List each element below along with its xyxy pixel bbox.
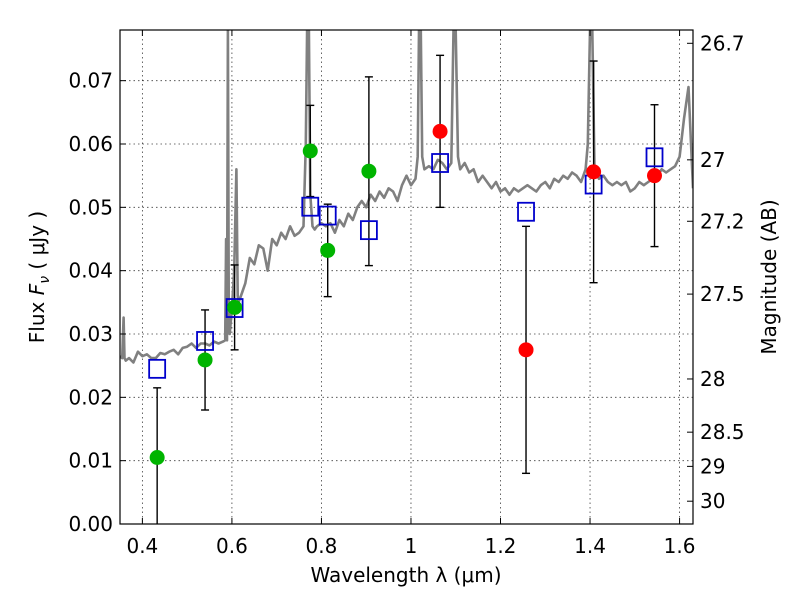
red-point-0	[432, 123, 448, 139]
model-square-0	[148, 358, 167, 379]
green-point-3	[302, 143, 318, 159]
y2-tick-label: 29	[700, 454, 725, 478]
model-square-3	[301, 196, 320, 217]
x-tick-label: 1	[405, 534, 418, 558]
x-tick-label: 1.6	[664, 534, 696, 558]
plot-frame	[119, 29, 694, 525]
y-tick-label: 0.06	[68, 132, 113, 156]
model-square-4	[318, 205, 337, 226]
y2-tick-label: 30	[700, 489, 725, 513]
x-axis-title: Wavelength λ (μm)	[310, 563, 501, 587]
red-point-3	[647, 168, 663, 184]
y2-tick-label: 28	[700, 367, 725, 391]
y-tick-label: 0.00	[68, 512, 113, 536]
x-tick-label: 1.2	[485, 534, 517, 558]
green-point-2	[227, 299, 243, 315]
model-square-6	[431, 153, 449, 173]
sed-layer	[120, 30, 693, 364]
y2-tick-label: 27	[700, 148, 725, 172]
grid	[120, 30, 693, 525]
red-point-2	[586, 164, 602, 180]
y-tick-label: 0.01	[68, 449, 113, 473]
model-square-2	[225, 298, 244, 318]
y-axis-ticks: 0.00 0.01 0.02 0.03 0.04 0.05 0.06 0.07	[68, 69, 126, 536]
y-tick-label: 0.03	[68, 322, 113, 346]
model-photometry-layer	[148, 147, 664, 379]
y2-tick-label: 27.2	[700, 209, 745, 233]
y-axis-title-suffix: ( μJy )	[25, 211, 49, 276]
y-tick-label: 0.07	[68, 69, 113, 93]
y2-tick-label: 28.5	[700, 420, 745, 444]
green-point-4	[320, 242, 336, 258]
x-tick-label: 1.4	[574, 534, 606, 558]
y-tick-label: 0.04	[68, 259, 113, 283]
y-axis-title-symbol: F	[25, 283, 49, 295]
x-tick-label: 0.6	[216, 534, 248, 558]
y2-tick-label: 27.5	[700, 282, 745, 306]
y2-tick-label: 26.7	[700, 31, 745, 55]
x-axis-ticks: 0.4 0.6 0.8 1 1.2 1.4 1.6	[126, 30, 695, 558]
x-tick-label: 0.8	[306, 534, 338, 558]
y-tick-label: 0.02	[68, 385, 113, 409]
green-point-1	[197, 352, 213, 368]
model-square-5	[359, 220, 378, 241]
x-tick-label: 0.4	[126, 534, 158, 558]
observed-photometry-layer	[149, 123, 663, 465]
green-point-5	[361, 163, 377, 179]
sed-series-line	[120, 30, 693, 364]
model-square-1	[196, 331, 214, 351]
green-point-0	[149, 450, 165, 465]
y-axis-title-sub: ν	[37, 276, 53, 284]
model-square-9	[645, 147, 664, 168]
model-square-7	[517, 201, 535, 222]
y2-axis-title: Magnitude (AB)	[757, 199, 781, 354]
y-tick-label: 0.05	[68, 195, 113, 219]
y-axis-title-prefix: Flux	[25, 295, 49, 343]
y-axis-title: Flux Fν ( μJy )	[25, 211, 53, 343]
y2-axis-ticks: 26.7 27 27.2 27.5 28 28.5 29 30	[687, 31, 745, 513]
red-point-1	[518, 342, 534, 358]
